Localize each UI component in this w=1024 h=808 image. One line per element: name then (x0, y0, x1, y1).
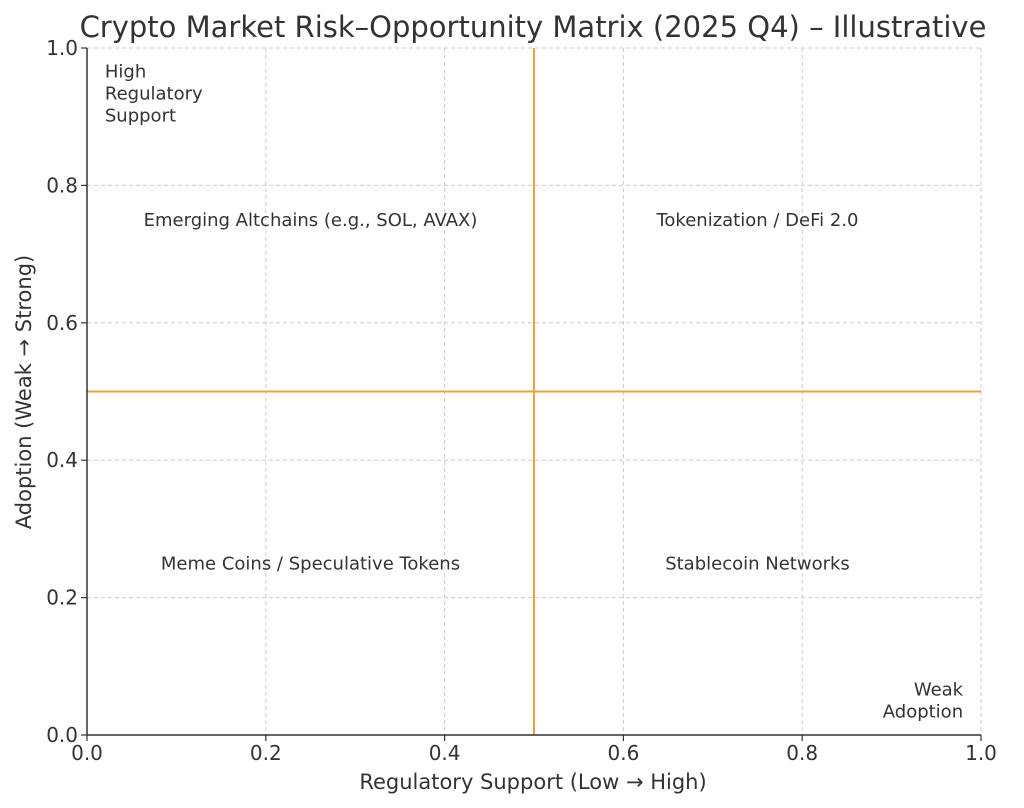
x-tick-label: 0.0 (71, 741, 103, 765)
corner-annotation: High Regulatory Support (105, 62, 203, 127)
quadrant-label: Tokenization / DeFi 2.0 (655, 210, 858, 231)
corner-annotation-line: High (105, 62, 146, 83)
corner-annotation-line: Adoption (883, 701, 963, 722)
y-tick-label: 0.4 (46, 448, 78, 472)
x-tick-label: 1.0 (965, 741, 997, 765)
x-tick-label: 0.4 (429, 741, 461, 765)
corner-annotation-line: Weak (914, 679, 964, 700)
x-axis-label: Regulatory Support (Low → High) (359, 770, 706, 794)
y-tick-label: 0.6 (46, 311, 78, 335)
x-tick-label: 0.6 (607, 741, 639, 765)
quadrant-label: Meme Coins / Speculative Tokens (161, 553, 460, 574)
quadrant-label: Stablecoin Networks (665, 553, 850, 574)
corner-annotation: Weak Adoption (883, 679, 964, 722)
corner-annotation-line: Regulatory (105, 84, 203, 105)
y-axis-label: Adoption (Weak → Strong) (12, 255, 36, 529)
chart-title: Crypto Market Risk–Opportunity Matrix (2… (80, 10, 987, 44)
quadrant-label: Emerging Altchains (e.g., SOL, AVAX) (144, 210, 478, 231)
y-tick-label: 0.2 (46, 586, 78, 610)
y-tick-label: 0.8 (46, 173, 78, 197)
y-tick-label: 1.0 (46, 36, 78, 60)
corner-annotation-line: Support (105, 106, 176, 127)
x-tick-label: 0.2 (250, 741, 282, 765)
x-tick-label: 0.8 (786, 741, 818, 765)
y-tick-label: 0.0 (46, 723, 78, 747)
